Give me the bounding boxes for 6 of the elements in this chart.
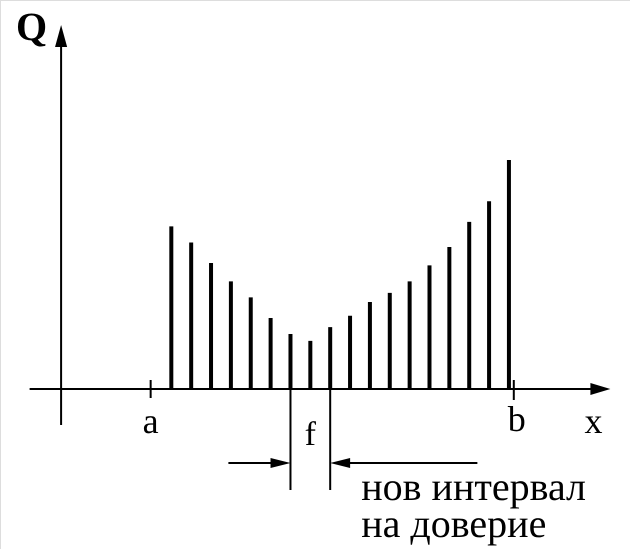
text: b <box>508 399 526 439</box>
text: a <box>142 401 159 441</box>
x-axis-title: x <box>584 401 603 441</box>
y-axis-title: Q <box>16 4 48 49</box>
text: нов интервал на доверие <box>361 464 586 546</box>
text: f <box>304 416 317 453</box>
